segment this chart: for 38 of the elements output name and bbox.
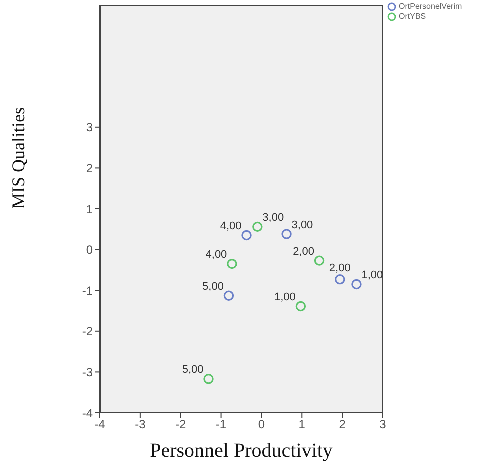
point [352, 279, 362, 290]
y-tick-label: 1 [86, 202, 94, 216]
point [282, 229, 292, 240]
point [314, 256, 325, 266]
x-tick-label: 1 [298, 418, 306, 432]
legend-label: OrtYBS [399, 12, 426, 22]
y-tick-label: 2 [86, 161, 94, 176]
x-tick-label: -2 [176, 418, 187, 432]
annotation: 3,00 [262, 212, 284, 224]
annotation: 1,00 [274, 292, 296, 304]
point [335, 274, 346, 285]
annotation: 3,00 [292, 219, 314, 232]
point [227, 258, 238, 270]
annotation: 2,00 [293, 246, 315, 258]
annotation: 5,00 [182, 364, 204, 376]
x-tick-label: -1 [216, 418, 227, 432]
x-tick-label: 3 [380, 418, 387, 432]
annotation: 4,00 [220, 220, 242, 233]
point [296, 301, 306, 312]
legend-label: OrtPersonelVerim [399, 2, 462, 12]
annotation: 5,00 [202, 280, 224, 293]
point [224, 290, 234, 302]
y-tick-label: 3 [86, 120, 94, 135]
y-tick-label: -4 [82, 406, 94, 420]
x-tick-label: 0 [258, 418, 266, 432]
x-tick-label: 2 [339, 418, 346, 432]
annotation: 2,00 [329, 262, 351, 275]
point [252, 222, 263, 232]
x-tick-label: -3 [135, 418, 146, 432]
point [204, 374, 214, 384]
y-tick-label: -3 [82, 365, 94, 380]
y-axis-title: MIS Qualities [8, 108, 28, 209]
point [242, 230, 252, 241]
y-tick-label: -2 [82, 324, 94, 339]
y-tick-label: -1 [82, 284, 94, 298]
annotation: 4,00 [206, 249, 228, 262]
y-tick-label: 0 [86, 243, 94, 258]
x-axis-title: Personnel Productivity [150, 440, 333, 462]
